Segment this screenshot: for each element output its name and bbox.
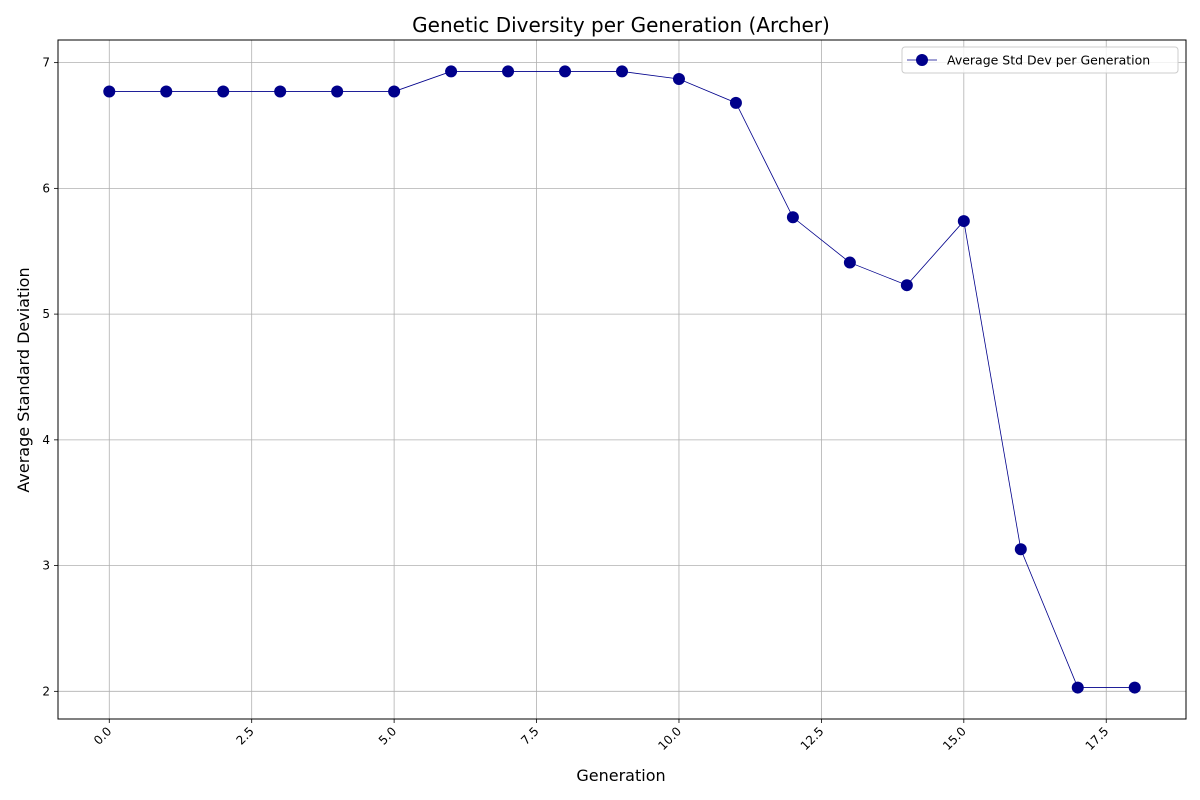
y-axis-ticks: 2 3 4 5 6 7 (42, 56, 58, 698)
data-point (729, 96, 742, 109)
data-point (616, 65, 628, 78)
x-axis-title: Generation (576, 766, 665, 785)
data-point (331, 85, 344, 98)
y-tick-label: 6 (42, 181, 50, 195)
legend: Average Std Dev per Generation (901, 46, 1179, 74)
data-point (1128, 681, 1141, 694)
data-point (502, 65, 515, 78)
data-point (957, 215, 970, 228)
y-tick-label: 4 (42, 433, 50, 447)
data-point (843, 256, 856, 269)
y-tick-label: 7 (42, 56, 50, 70)
y-tick-label: 2 (42, 684, 50, 698)
y-tick-label: 3 (42, 559, 50, 573)
data-point (103, 85, 116, 98)
plot-frame (57, 39, 1187, 720)
data-point (160, 85, 173, 98)
data-point (217, 85, 230, 98)
y-axis-title: Average Standard Deviation (14, 267, 33, 492)
legend-box (901, 46, 1179, 74)
legend-label: Average Std Dev per Generation (947, 53, 1150, 68)
data-point (672, 72, 685, 85)
y-tick-label: 5 (42, 307, 50, 321)
chart-title: Genetic Diversity per Generation (Archer… (412, 13, 830, 37)
series-layer (103, 65, 1141, 694)
data-point (388, 85, 401, 98)
data-point (1071, 681, 1084, 694)
legend-marker-swatch (916, 54, 928, 66)
data-point (900, 279, 913, 292)
data-point (274, 85, 287, 98)
data-point (786, 211, 799, 224)
data-point (559, 65, 572, 78)
data-point (1014, 543, 1027, 556)
data-point (445, 65, 458, 78)
